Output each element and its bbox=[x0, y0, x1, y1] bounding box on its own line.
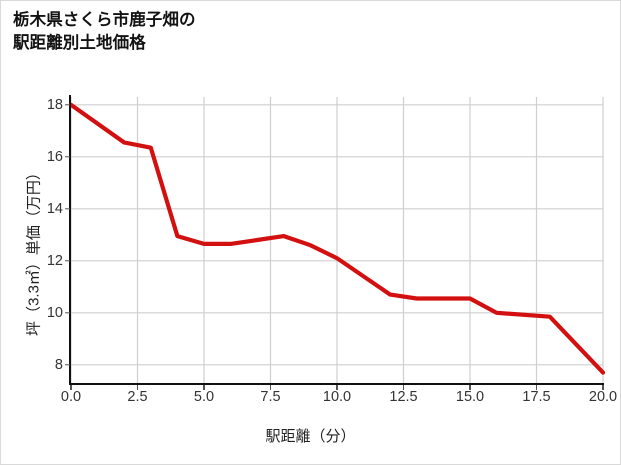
x-tick-mark bbox=[70, 384, 72, 390]
x-tick-mark bbox=[336, 384, 338, 390]
x-axis-label: 駅距離（分） bbox=[265, 428, 356, 445]
y-axis-label-text: 坪（3.3㎡）単価（万円） bbox=[25, 165, 43, 336]
x-tick-label: 12.5 bbox=[389, 389, 418, 405]
x-tick-label: 17.5 bbox=[522, 389, 551, 405]
y-tick-label: 8 bbox=[54, 356, 63, 373]
x-tick-label: 7.5 bbox=[260, 389, 281, 405]
y-tick-label: 16 bbox=[46, 148, 63, 165]
price-line-series bbox=[68, 102, 606, 375]
y-tick-label: 18 bbox=[46, 96, 63, 113]
y-tick-mark bbox=[64, 156, 70, 158]
y-tick-label: 12 bbox=[46, 252, 63, 269]
plot-area bbox=[68, 97, 606, 383]
y-tick-mark bbox=[64, 260, 70, 262]
x-tick-label: 0.0 bbox=[60, 389, 82, 405]
x-tick-mark bbox=[136, 384, 139, 390]
x-tick-mark bbox=[469, 384, 471, 390]
x-tick-mark bbox=[203, 384, 205, 390]
y-tick-mark bbox=[64, 364, 70, 366]
x-tick-label: 5.0 bbox=[193, 389, 215, 405]
x-axis-spine bbox=[69, 382, 604, 385]
y-axis-spine bbox=[69, 95, 72, 385]
x-tick-mark bbox=[602, 384, 604, 390]
y-axis-label: 坪（3.3㎡）単価（万円） bbox=[23, 101, 44, 401]
y-tick-label: 10 bbox=[46, 304, 63, 321]
x-tick-label: 10.0 bbox=[322, 389, 352, 405]
grid-lines bbox=[70, 97, 604, 383]
x-tick-label: 20.0 bbox=[588, 389, 618, 405]
x-tick-label: 15.0 bbox=[455, 389, 485, 405]
y-tick-mark bbox=[64, 104, 70, 106]
y-axis-tick-labels: 8 10 12 14 16 18 bbox=[1, 1, 63, 464]
x-tick-mark bbox=[269, 384, 272, 390]
x-tick-mark bbox=[402, 384, 405, 390]
y-axis-label-host: 坪（3.3㎡）単価（万円） bbox=[1, 1, 43, 336]
x-tick-mark bbox=[535, 384, 538, 390]
y-tick-mark bbox=[64, 208, 70, 210]
plot-svg bbox=[68, 97, 606, 383]
y-tick-label: 14 bbox=[46, 200, 63, 217]
y-tick-mark bbox=[64, 312, 70, 314]
x-tick-label: 2.5 bbox=[127, 389, 148, 405]
chart-title: 栃木県さくら市鹿子畑の 駅距離別土地価格 bbox=[13, 11, 196, 53]
